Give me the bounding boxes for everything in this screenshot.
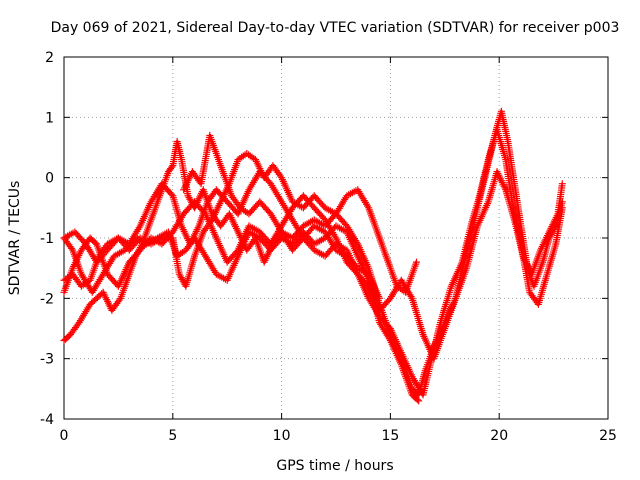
y-tick-label: 0 [45,171,54,187]
y-tick-label: -3 [40,352,54,368]
series-track-4 [60,168,566,363]
data-marks [60,107,566,405]
y-tick-label: -4 [40,412,54,428]
y-tick-label: -1 [40,231,54,247]
x-tick-label: 10 [273,428,291,444]
x-tick-label: 5 [168,428,177,444]
data-point [67,244,75,252]
y-tick-label: -2 [40,291,54,307]
data-point [168,163,176,171]
data-point [167,190,175,198]
x-tick-labels: 0 5 10 15 20 25 [60,428,617,444]
x-tick-label: 25 [599,428,617,444]
data-point [376,294,384,302]
series-track-6 [180,131,384,302]
data-point [74,320,82,328]
data-point [115,296,123,304]
y-tick-labels: -4 -3 -2 -1 0 1 2 [40,50,54,428]
x-tick-label: 15 [381,428,399,444]
x-tick-label: 0 [60,428,69,444]
y-axis-label: SDTVAR / TECUs [7,181,23,296]
x-tick-label: 20 [490,428,508,444]
data-point [413,258,421,266]
chart-title: Day 069 of 2021, Sidereal Day-to-day VTE… [51,20,620,36]
series-track-5 [60,222,423,405]
data-point [413,396,421,404]
y-tick-label: 2 [45,50,54,66]
y-tick-label: 1 [45,110,54,126]
data-point [558,180,566,188]
data-point [415,397,423,405]
x-axis-label: GPS time / hours [276,458,393,474]
data-point [276,172,284,180]
